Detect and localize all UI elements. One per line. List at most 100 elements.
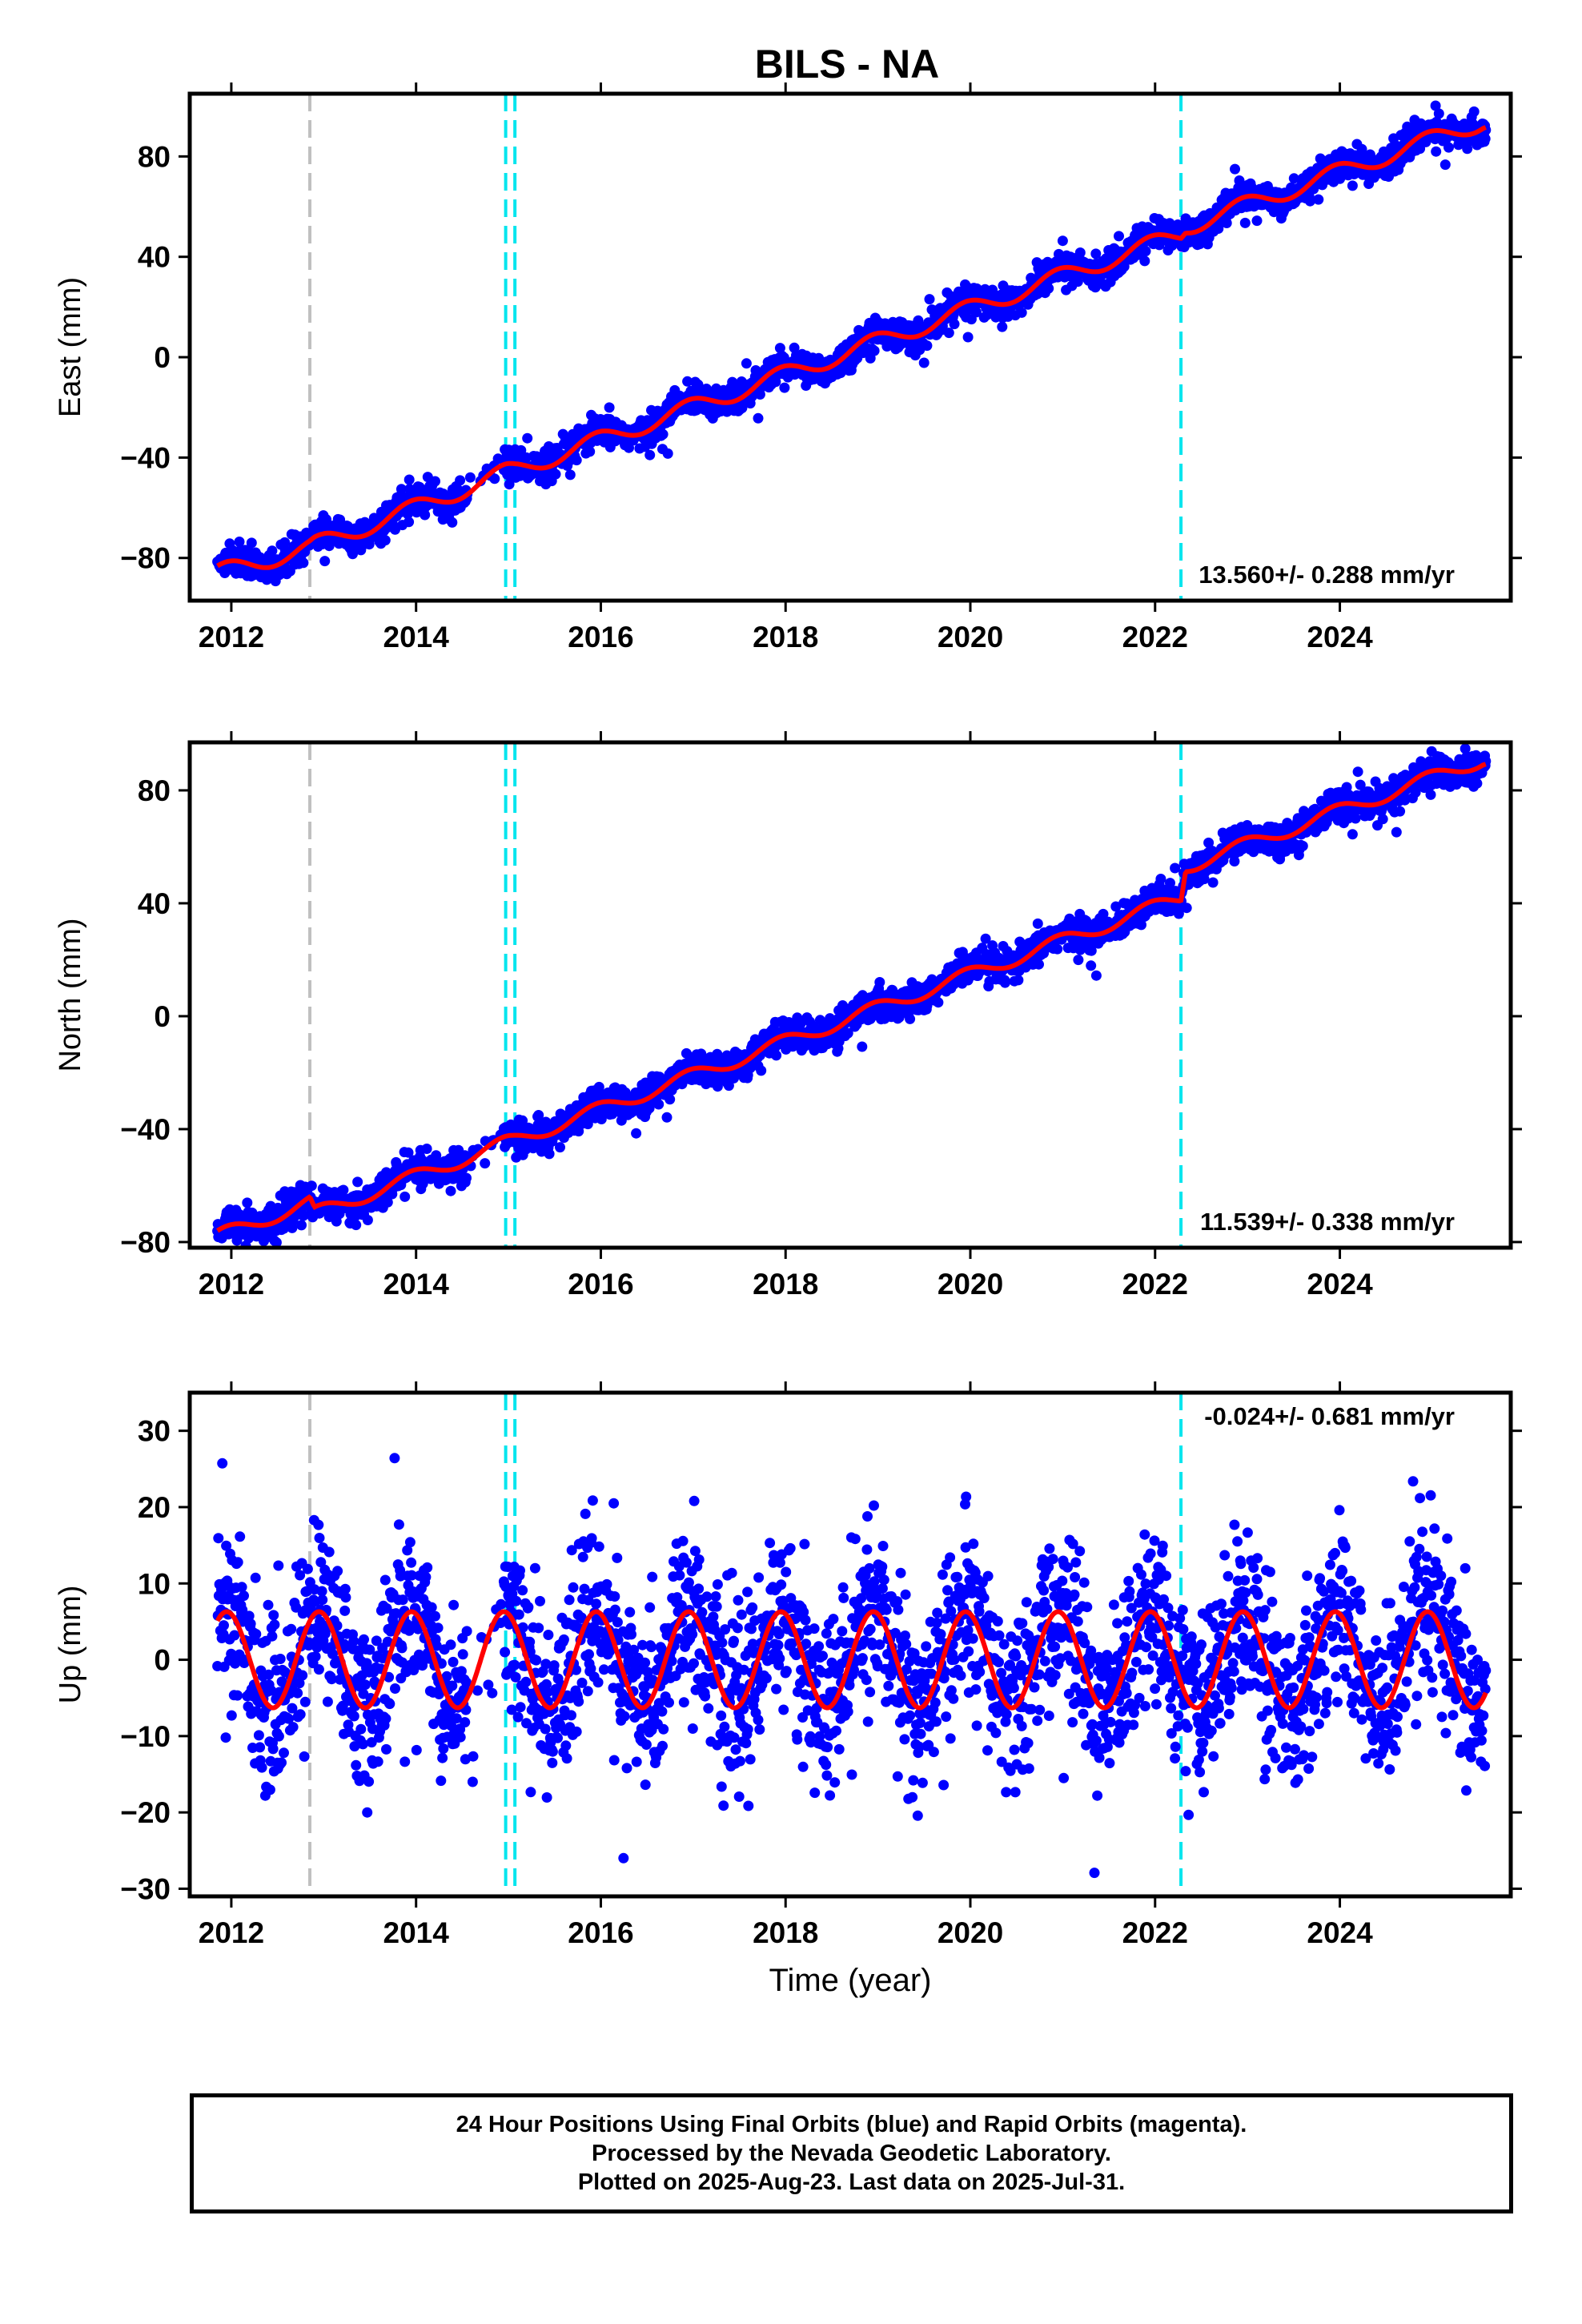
observation-point [741, 358, 752, 369]
observation-point [1391, 826, 1402, 838]
observation-point [544, 1148, 555, 1160]
observation-point [962, 332, 974, 343]
observation-point [1468, 106, 1480, 117]
observation-point [949, 319, 960, 330]
observation-point [604, 402, 615, 413]
observation-point [631, 1128, 642, 1139]
observation-point [550, 468, 561, 480]
x-tick-label: 2020 [938, 621, 1003, 653]
observation-point [727, 376, 738, 388]
observation-point [1043, 283, 1054, 294]
observation-point [420, 509, 431, 521]
x-tick-label: 2014 [383, 621, 450, 653]
observation-point [795, 1018, 806, 1029]
observation-point [522, 432, 533, 444]
observation-point [1229, 856, 1240, 866]
observation-point [382, 1196, 393, 1208]
y-tick-label: 80 [138, 140, 171, 173]
observation-point [661, 1112, 673, 1123]
observation-point [1090, 970, 1102, 981]
observation-point [1443, 142, 1454, 153]
observation-point [1090, 248, 1102, 259]
observation-point [653, 1099, 665, 1110]
observation-point [1234, 175, 1245, 186]
observation-point [997, 321, 1008, 332]
observation-point [461, 1172, 472, 1184]
observation-point [306, 1180, 317, 1192]
observation-point [1110, 901, 1122, 912]
observation-point [1347, 180, 1358, 191]
observation-point [396, 484, 407, 495]
observation-point [379, 535, 391, 546]
observation-point [1430, 100, 1441, 111]
observation-point [999, 977, 1010, 988]
observation-point [403, 1147, 414, 1158]
observation-point [517, 1115, 528, 1126]
observation-point [1304, 195, 1315, 207]
observation-point [279, 537, 291, 548]
observation-point [404, 517, 415, 528]
observation-point [362, 1215, 373, 1225]
observation-point [464, 472, 476, 483]
observation-point [1086, 945, 1097, 956]
observation-point [1098, 908, 1109, 919]
observation-point [246, 537, 257, 549]
observation-point [445, 1185, 456, 1196]
observation-point [921, 340, 933, 352]
observation-point [657, 428, 669, 440]
y-tick-label: 0 [154, 341, 171, 374]
panel-north: 2012 2014 2016 2018 2020 2022 2024−80−4004080N… [54, 731, 1522, 1301]
observation-point [338, 1184, 349, 1196]
observation-point [1073, 955, 1084, 966]
observation-point [1034, 959, 1044, 970]
observation-point [924, 294, 935, 305]
observation-point [596, 1114, 607, 1124]
observation-point [1114, 231, 1124, 242]
observation-point [1395, 806, 1406, 817]
observation-point [1431, 146, 1442, 157]
observation-point [421, 1144, 432, 1154]
observation-point [842, 1027, 853, 1039]
observation-point [455, 475, 466, 486]
observation-point [1170, 862, 1181, 874]
observation-point [779, 382, 790, 393]
chart-title: BILS - NA [755, 42, 940, 86]
observation-point [1139, 255, 1150, 267]
model-curve [216, 125, 1487, 570]
observation-point [869, 345, 880, 356]
observation-point [404, 474, 415, 485]
observation-point [447, 517, 458, 528]
observation-point [980, 933, 991, 944]
observation-point [480, 1158, 491, 1169]
observation-point [1480, 133, 1491, 144]
observation-point [1347, 829, 1358, 840]
observation-point [271, 1237, 282, 1248]
x-tick-label: 2018 [753, 621, 818, 653]
observation-point [1355, 779, 1366, 790]
observation-point [1410, 787, 1421, 798]
observation-point [1288, 173, 1299, 184]
observation-point [1221, 218, 1232, 228]
observation-point [584, 446, 596, 457]
observation-point [905, 1013, 916, 1024]
velocity-rate-label: 13.560+/- 0.288 mm/yr [1199, 561, 1455, 589]
observation-point [1136, 919, 1146, 931]
observation-point [1086, 960, 1097, 971]
observation-point [1433, 108, 1444, 119]
observation-point [1013, 975, 1024, 986]
panel-east: 2012 2014 2016 2018 2020 2022 2024−80−4004080E… [54, 82, 1522, 653]
observation-point [753, 412, 764, 424]
observation-point [1074, 247, 1086, 258]
observation-point [363, 539, 375, 550]
observation-point [1140, 246, 1151, 257]
observation-point [918, 357, 930, 368]
observation-point [351, 1220, 362, 1231]
observation-point [1297, 840, 1308, 851]
observation-point [682, 376, 693, 387]
x-tick-label: 2022 [1122, 621, 1188, 653]
observation-point [1181, 903, 1192, 914]
observation-point [1251, 215, 1263, 227]
observation-point [1207, 877, 1219, 888]
observation-point [430, 476, 440, 487]
